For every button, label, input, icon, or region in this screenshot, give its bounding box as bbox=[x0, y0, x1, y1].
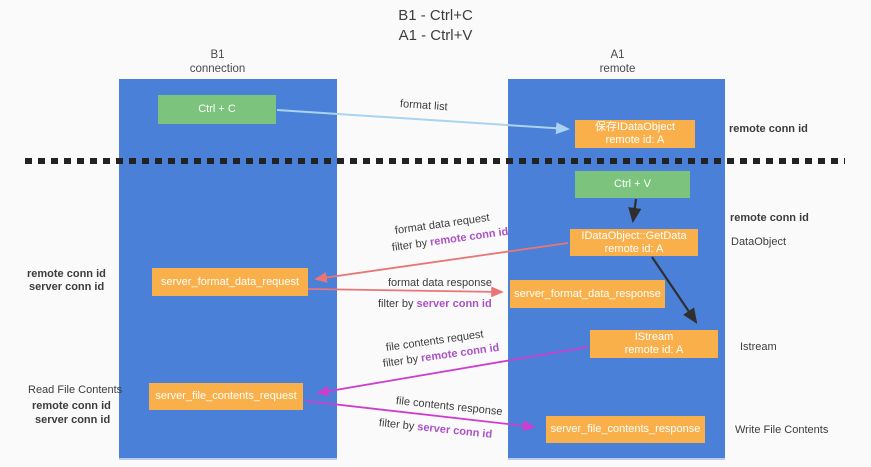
label-format-list: format list bbox=[400, 98, 448, 113]
diagram-title-line2: A1 - Ctrl+V bbox=[398, 27, 473, 44]
label-filter-server-conn-1: filter by server conn id bbox=[378, 298, 492, 310]
node-save-idataobject-line2: remote id: A bbox=[605, 134, 665, 146]
filter-key-server: server conn id bbox=[416, 298, 492, 310]
label-filter-server-conn-2: filter by server conn id bbox=[378, 417, 492, 441]
label-file-contents-response-text: file contents response bbox=[395, 395, 504, 419]
label-write-file-contents: Write File Contents bbox=[735, 424, 829, 436]
node-istream-line1: IStream bbox=[634, 331, 674, 343]
diagram-title: B1 - Ctrl+C A1 - Ctrl+V bbox=[0, 6, 871, 46]
node-istream: IStream remote id: A bbox=[590, 330, 718, 358]
node-server-file-contents-response: server_file_contents_response bbox=[546, 416, 705, 443]
diagram-title-line1: B1 - Ctrl+C bbox=[398, 7, 473, 24]
label-format-list-text: format list bbox=[399, 98, 448, 114]
lane-a1-name: A1 bbox=[610, 49, 625, 61]
node-format-response-label: server_format_data_response bbox=[514, 287, 661, 300]
node-ctrl-c: Ctrl + C bbox=[158, 95, 276, 124]
node-getdata-line2: remote id: A bbox=[604, 242, 664, 255]
label-remote-conn-id-left: remote conn id bbox=[27, 268, 106, 280]
node-istream-line2: remote id: A bbox=[624, 344, 684, 356]
node-server-file-contents-request: server_file_contents_request bbox=[149, 383, 303, 410]
label-format-data-response: format data response bbox=[388, 277, 492, 289]
lane-b1-role: connection bbox=[189, 63, 246, 75]
lane-b1-name: B1 bbox=[210, 49, 225, 61]
node-server-format-data-request: server_format_data_request bbox=[152, 268, 308, 296]
node-file-request-label: server_file_contents_request bbox=[155, 390, 297, 402]
label-format-data-response-text: format data response bbox=[388, 277, 492, 289]
lane-a1-header: A1 remote bbox=[560, 48, 675, 76]
lane-b1-header: B1 connection bbox=[160, 48, 275, 76]
filter-prefix: filter by bbox=[378, 417, 418, 433]
lane-a1-role: remote bbox=[599, 63, 636, 75]
filter-prefix: filter by bbox=[391, 236, 431, 254]
filter-key-server: server conn id bbox=[416, 421, 493, 441]
label-remote-conn-id-mid: remote conn id bbox=[730, 212, 809, 224]
node-getdata-line1: IDataObject::GetData bbox=[581, 229, 687, 242]
node-file-response-label: server_file_contents_response bbox=[550, 423, 701, 435]
label-dataobject: DataObject bbox=[731, 236, 787, 248]
label-file-contents-response: file contents response bbox=[395, 395, 503, 418]
node-ctrl-v: Ctrl + V bbox=[575, 171, 690, 198]
node-server-format-data-response: server_format_data_response bbox=[510, 280, 665, 308]
format-response-arrow bbox=[307, 286, 504, 298]
node-idataobject-getdata: IDataObject::GetData remote id: A bbox=[570, 229, 698, 256]
label-server-conn-id-left: server conn id bbox=[29, 281, 105, 293]
label-server-conn-id-bottom: server conn id bbox=[35, 414, 111, 426]
label-read-file-contents: Read File Contents bbox=[28, 384, 123, 396]
node-save-idataobject-line1: 保存IDataObject bbox=[594, 121, 676, 133]
node-save-idataobject: 保存IDataObject remote id: A bbox=[575, 120, 695, 148]
node-format-request-label: server_format_data_request bbox=[160, 275, 300, 288]
node-ctrl-c-label: Ctrl + C bbox=[198, 103, 236, 115]
filter-prefix: filter by bbox=[378, 298, 417, 310]
label-remote-conn-id-bottom: remote conn id bbox=[32, 400, 111, 412]
label-istream: Istream bbox=[740, 341, 777, 353]
session-divider bbox=[25, 158, 845, 164]
node-ctrl-v-label: Ctrl + V bbox=[614, 178, 651, 190]
filter-prefix: filter by bbox=[382, 352, 422, 370]
label-remote-conn-id-top: remote conn id bbox=[729, 123, 808, 135]
